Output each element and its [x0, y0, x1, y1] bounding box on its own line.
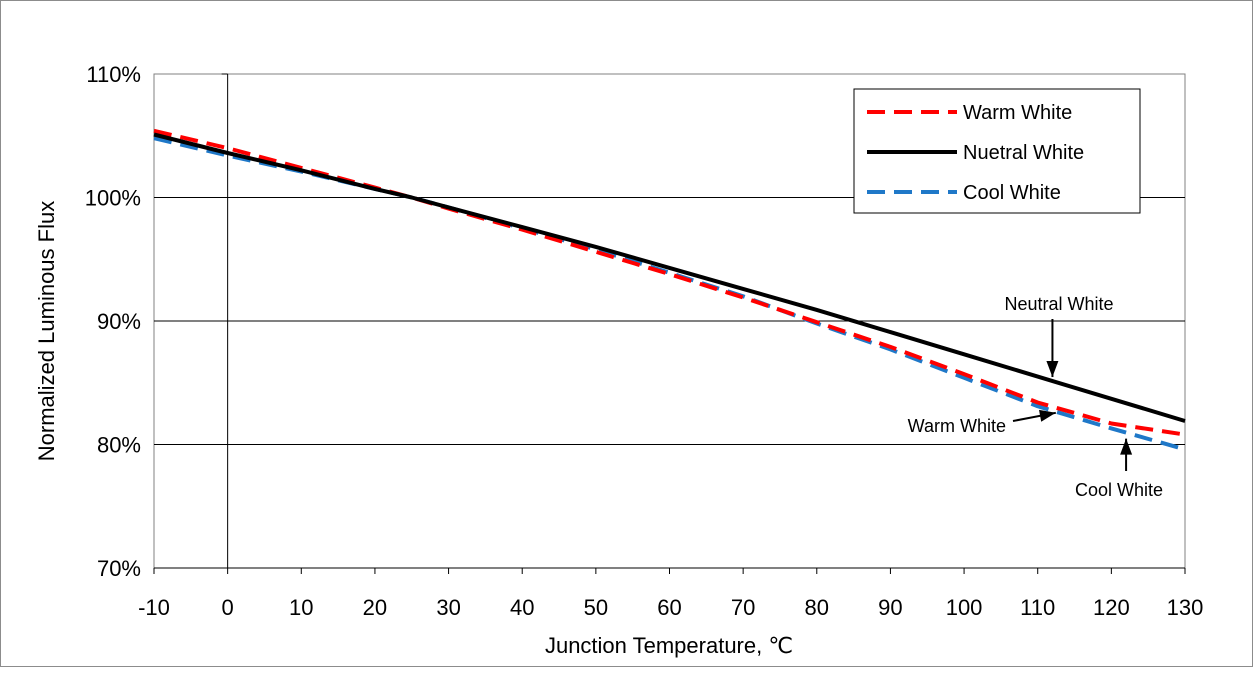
x-tick-label: 120 [1093, 595, 1130, 620]
x-tick-label: 0 [222, 595, 234, 620]
legend-label: Nuetral White [963, 142, 1084, 164]
annotations: Neutral White Warm White Cool White [908, 294, 1163, 500]
x-tick-label: 40 [510, 595, 534, 620]
x-tick-label: 10 [289, 595, 313, 620]
series-layer [153, 128, 1186, 452]
annotation-arrowhead [1120, 438, 1133, 455]
x-tick-label: 100 [946, 595, 983, 620]
annotation-arrowhead [1039, 409, 1056, 422]
x-tick-label: 70 [731, 595, 755, 620]
x-tick-label: -10 [138, 595, 170, 620]
legend: Warm White Nuetral White Cool White [853, 88, 1141, 214]
legend-label: Warm White [963, 102, 1072, 124]
x-tick-label: 130 [1167, 595, 1204, 620]
x-tick-label: 90 [878, 595, 902, 620]
axes-layer [153, 73, 1186, 574]
x-tick-label: 80 [805, 595, 829, 620]
y-tick-label: 90% [97, 309, 141, 334]
x-tick-label: 60 [657, 595, 681, 620]
tick-labels: -10 0 10 20 30 40 50 60 70 80 90 100 110 120 130 70% 80%… [85, 62, 1204, 620]
annotation-label: Warm White [908, 416, 1006, 436]
y-tick-label: 110% [86, 62, 141, 87]
y-tick-label: 70% [97, 556, 141, 581]
x-axis-title: Junction Temperature, ℃ [545, 633, 793, 658]
series-line-nuetral-white [153, 132, 1186, 423]
annotation-arrowhead [1046, 361, 1059, 377]
x-tick-label: 110 [1020, 595, 1055, 620]
legend-label: Cool White [963, 182, 1061, 204]
x-tick-label: 30 [436, 595, 460, 620]
x-tick-label: 50 [584, 595, 608, 620]
y-tick-label: 100% [85, 186, 141, 211]
annotation-label: Cool White [1075, 480, 1163, 500]
x-tick-label: 20 [363, 595, 387, 620]
y-axis-title: Normalized Luminous Flux [34, 201, 59, 461]
annotation-label: Neutral White [1004, 294, 1113, 314]
y-tick-label: 80% [97, 433, 141, 458]
